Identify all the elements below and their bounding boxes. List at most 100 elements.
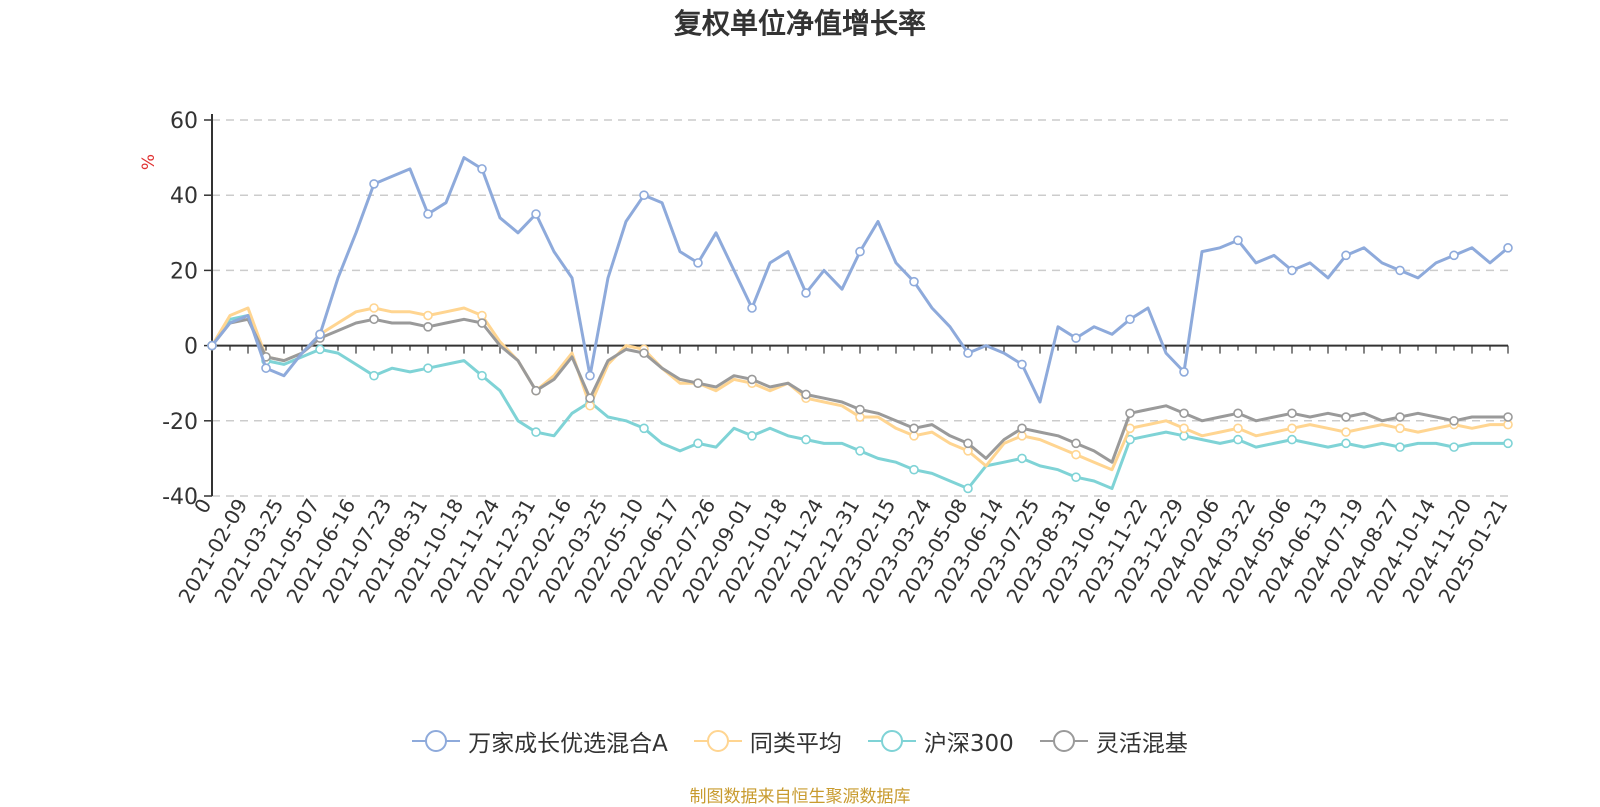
data-point <box>531 209 541 219</box>
data-point <box>747 431 757 441</box>
data-point <box>1287 423 1297 434</box>
legend-item-series4[interactable]: 灵活混基 <box>1039 724 1188 758</box>
legend-label: 同类平均 <box>749 731 842 757</box>
legend-line-circle-icon <box>867 730 916 752</box>
series-lines <box>207 156 1513 494</box>
data-point <box>747 303 757 313</box>
legend-line-circle-icon <box>412 730 461 752</box>
data-point <box>801 288 811 298</box>
data-point <box>1341 438 1351 449</box>
source-note: 制图数据来自恒生聚源数据库 <box>689 787 911 807</box>
data-point <box>1071 449 1081 460</box>
data-point <box>693 258 703 268</box>
y-tick-label: -20 <box>162 410 198 435</box>
data-point <box>693 438 703 449</box>
data-point <box>1071 333 1081 343</box>
data-point <box>1017 423 1027 434</box>
data-point <box>1341 427 1351 437</box>
data-point <box>585 393 595 404</box>
data-point <box>369 303 379 313</box>
x-tick-label: 0 <box>189 495 216 518</box>
data-point <box>1071 472 1081 483</box>
data-point <box>639 348 649 358</box>
data-point <box>1503 243 1513 253</box>
axis-labels: 6040200-20-40%02021-02-092021-03-252021-… <box>139 109 1512 607</box>
data-point <box>963 438 973 449</box>
chart-title: 复权单位净值增长率 <box>673 7 926 40</box>
y-tick-label: 60 <box>170 109 198 134</box>
data-point <box>1233 408 1243 419</box>
legend-item-series2[interactable]: 同类平均 <box>693 724 842 758</box>
data-point <box>1503 438 1513 449</box>
data-point <box>1125 423 1135 434</box>
data-point <box>1449 250 1459 261</box>
legend-label: 沪深300 <box>923 731 1014 757</box>
data-point <box>207 340 217 351</box>
legend-label: 灵活混基 <box>1095 731 1188 757</box>
y-tick-label: 40 <box>170 184 198 209</box>
data-point <box>693 378 703 389</box>
data-point <box>1449 415 1459 426</box>
data-point <box>477 370 487 381</box>
y-tick-label: -40 <box>162 485 198 510</box>
axes <box>204 114 1509 497</box>
data-point <box>315 344 325 355</box>
y-axis-label: % <box>139 154 159 170</box>
data-point <box>1341 412 1351 422</box>
data-point <box>1179 367 1189 377</box>
y-tick-label: 20 <box>170 259 198 284</box>
data-point <box>1395 423 1405 434</box>
y-tick-label: 0 <box>184 335 198 360</box>
data-point <box>585 370 595 381</box>
data-point <box>963 348 973 358</box>
data-point <box>1179 408 1189 419</box>
data-point <box>315 329 325 340</box>
data-point <box>1341 250 1351 261</box>
data-point <box>423 321 433 332</box>
data-point <box>747 374 757 385</box>
legend-line-circle-icon <box>693 730 742 752</box>
data-point <box>1125 408 1135 419</box>
legend: 万家成长优选混合A 同类平均 沪深300 灵活混基 <box>0 724 1600 758</box>
legend-item-series1[interactable]: 万家成长优选混合A <box>412 724 668 758</box>
data-point <box>855 246 865 257</box>
data-point <box>1233 423 1243 434</box>
data-point <box>369 314 379 325</box>
data-point <box>261 363 271 373</box>
data-point <box>423 310 433 321</box>
data-point <box>639 423 649 434</box>
data-point <box>963 483 973 494</box>
data-point <box>369 179 379 189</box>
data-point <box>531 427 541 437</box>
data-point <box>639 190 649 200</box>
data-point <box>855 446 865 456</box>
legend-label: 万家成长优选混合A <box>468 731 668 757</box>
data-point <box>1071 438 1081 449</box>
data-point <box>477 164 487 174</box>
data-point <box>1503 412 1513 422</box>
data-point <box>1449 442 1459 452</box>
data-point <box>909 464 919 475</box>
data-point <box>369 370 379 381</box>
data-point <box>801 434 811 445</box>
data-point <box>1017 359 1027 370</box>
data-point <box>801 389 811 400</box>
series-line-1 <box>210 156 1509 404</box>
data-point <box>1395 442 1405 452</box>
legend-item-series3[interactable]: 沪深300 <box>867 724 1014 758</box>
data-point <box>423 363 433 373</box>
legend-line-circle-icon <box>1039 730 1088 752</box>
data-point <box>1395 265 1405 276</box>
grid-lines <box>212 119 1508 497</box>
data-point <box>1017 453 1027 464</box>
data-point <box>1287 265 1297 276</box>
series-line-4 <box>210 317 1508 464</box>
data-point <box>909 276 919 287</box>
data-point <box>909 423 919 434</box>
data-point <box>1125 314 1135 325</box>
data-point <box>1233 235 1243 246</box>
data-point <box>1287 434 1297 445</box>
data-point <box>1395 412 1405 422</box>
data-point <box>1233 434 1243 445</box>
